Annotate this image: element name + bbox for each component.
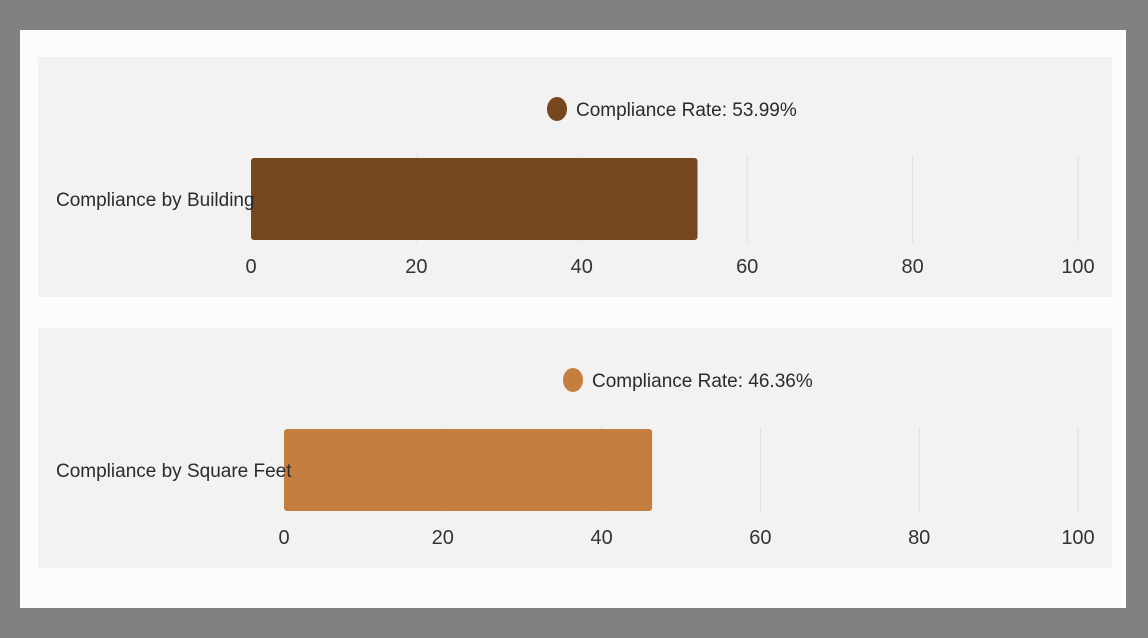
tick-label: 0: [245, 256, 256, 278]
legend-label: Compliance Rate: 46.36%: [592, 371, 813, 392]
chart-panel-square-feet: Compliance by Square Feet 0 20 40 60 80 100 Com…: [38, 328, 1112, 568]
chart-frame: Compliance by Building 0 20 40 60 80 100 Compli…: [20, 30, 1126, 608]
tick-label: 80: [908, 527, 930, 549]
tick-label: 40: [590, 527, 612, 549]
tick-label: 40: [571, 256, 593, 278]
chart-panel-building: Compliance by Building 0 20 40 60 80 100 Compli…: [38, 57, 1112, 297]
tick-label: 60: [736, 256, 758, 278]
tick-label: 100: [1061, 256, 1094, 278]
category-label: Compliance by Square Feet: [56, 461, 292, 482]
tick-label: 0: [278, 527, 289, 549]
tick-label: 20: [405, 256, 427, 278]
bar[interactable]: [284, 429, 653, 511]
tick-label: 20: [432, 527, 454, 549]
compliance-square-feet-chart: Compliance by Square Feet 0 20 40 60 80 100 Com…: [56, 368, 1095, 549]
tick-label: 60: [749, 527, 771, 549]
category-label: Compliance by Building: [56, 190, 255, 211]
legend-label: Compliance Rate: 53.99%: [576, 100, 797, 121]
tick-label: 80: [901, 256, 923, 278]
tick-label: 100: [1061, 527, 1094, 549]
bar[interactable]: [251, 158, 698, 240]
compliance-building-chart: Compliance by Building 0 20 40 60 80 100 Compli…: [56, 97, 1095, 278]
legend-marker-icon: [563, 368, 583, 392]
legend-marker-icon: [547, 97, 567, 121]
